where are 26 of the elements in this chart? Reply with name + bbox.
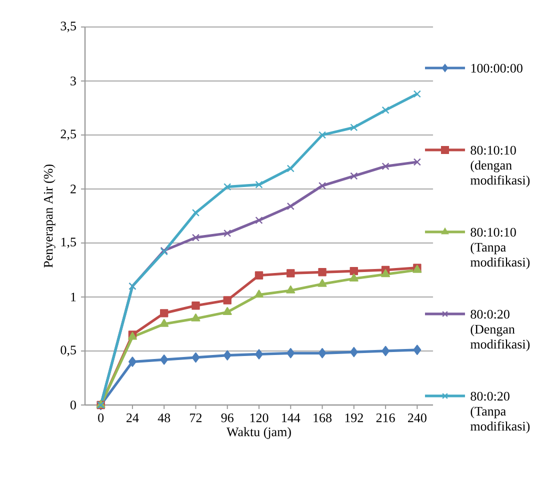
y-axis-title: Penyerapan Air (%) bbox=[44, 164, 56, 268]
x-tick-label: 168 bbox=[314, 414, 332, 422]
y-tick-label: 1,5 bbox=[61, 238, 76, 248]
y-tick-label: 0 bbox=[70, 400, 76, 410]
x-axis-title: Waktu (jam) bbox=[226, 427, 291, 439]
x-tick-label: 240 bbox=[408, 414, 426, 422]
x-tick-label: 216 bbox=[376, 414, 395, 422]
legend-label: 80:0:20 (Tanpa modifikasi) bbox=[470, 392, 530, 434]
x-tick-label: 72 bbox=[190, 414, 202, 422]
x-tick-label: 120 bbox=[250, 414, 268, 422]
x-tick-label: 96 bbox=[221, 414, 234, 422]
x-tick-label: 48 bbox=[158, 414, 170, 422]
y-tick-label: 2 bbox=[70, 184, 76, 194]
x-tick-label: 144 bbox=[282, 414, 300, 422]
y-tick-label: 0,5 bbox=[60, 346, 76, 356]
y-tick-label: 3,5 bbox=[60, 22, 76, 32]
x-tick-label: 192 bbox=[345, 414, 363, 422]
legend-label: 80:10:10 (Tanpa modifikasi) bbox=[470, 228, 530, 270]
y-tick-label: 1 bbox=[71, 292, 76, 302]
y-tick-label: 3 bbox=[70, 76, 76, 86]
x-tick-label: 24 bbox=[126, 414, 139, 422]
y-tick-label: 2,5 bbox=[60, 130, 76, 140]
x-tick-label: 0 bbox=[98, 414, 104, 422]
legend-label: 100:00:00 bbox=[471, 64, 522, 73]
legend-label: 80:10:10 (dengan modifikasi) bbox=[470, 146, 530, 188]
legend-label: 80:0:20 (Dengan modifikasi) bbox=[470, 310, 530, 352]
